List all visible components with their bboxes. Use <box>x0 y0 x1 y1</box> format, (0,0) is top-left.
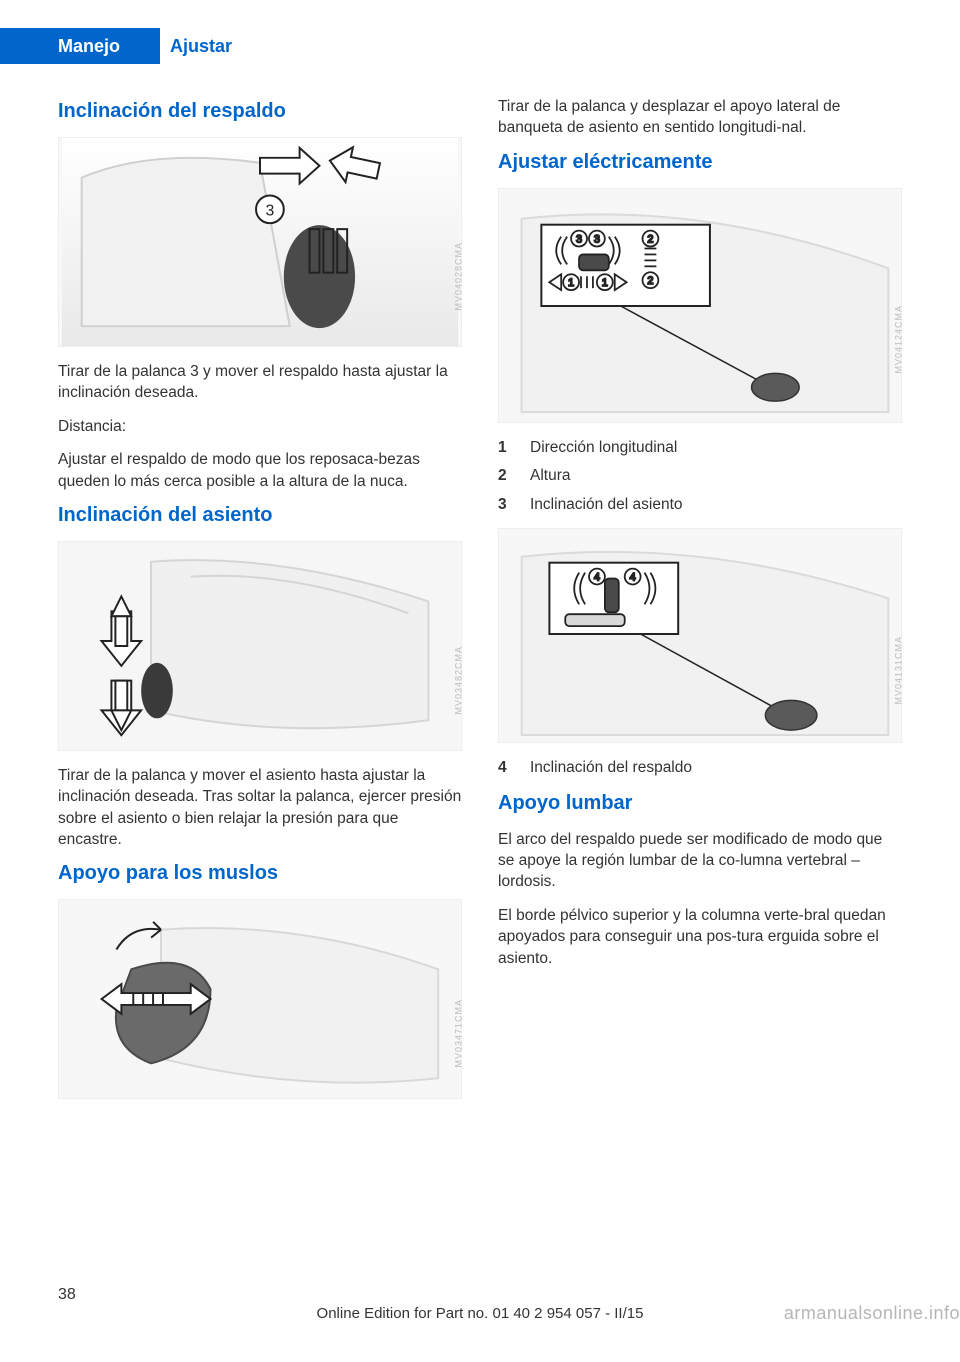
legend-number: 1 <box>498 437 530 459</box>
svg-text:2: 2 <box>647 275 653 287</box>
body-text: Distancia: <box>58 416 462 437</box>
figure-seat-tilt <box>58 541 462 751</box>
body-text: Tirar de la palanca 3 y mover el respald… <box>58 361 462 404</box>
header-subtitle: Ajustar <box>170 28 232 64</box>
legend-text: Dirección longitudinal <box>530 437 677 459</box>
legend-number: 4 <box>498 757 530 779</box>
body-text: Tirar de la palanca y desplazar el apoyo… <box>498 96 902 139</box>
legend-text: Altura <box>530 465 571 487</box>
section-title: Inclinación del respaldo <box>58 100 462 123</box>
figure-backrest-electric: 4 4 <box>498 528 902 743</box>
legend-item: 4 Inclinación del respaldo <box>498 757 902 779</box>
svg-text:1: 1 <box>602 277 608 289</box>
svg-text:3: 3 <box>594 233 600 245</box>
section-title: Ajustar eléctricamente <box>498 151 902 174</box>
legend-number: 2 <box>498 465 530 487</box>
body-text: Tirar de la palanca y mover el asiento h… <box>58 765 462 851</box>
legend-list: 4 Inclinación del respaldo <box>498 757 902 779</box>
section-title: Apoyo lumbar <box>498 792 902 815</box>
svg-text:1: 1 <box>568 277 574 289</box>
legend-number: 3 <box>498 494 530 516</box>
legend-item: 1 Dirección longitudinal <box>498 437 902 459</box>
svg-text:4: 4 <box>630 572 636 584</box>
legend-item: 2 Altura <box>498 465 902 487</box>
body-text: Ajustar el respaldo de modo que los repo… <box>58 449 462 492</box>
left-column: Inclinación del respaldo <box>58 96 462 1272</box>
legend-text: Inclinación del asiento <box>530 494 683 516</box>
svg-text:4: 4 <box>594 572 600 584</box>
figure-backrest-tilt: 3 <box>58 137 462 347</box>
body-text: El borde pélvico superior y la columna v… <box>498 905 902 969</box>
body-text: El arco del respaldo puede ser modificad… <box>498 829 902 893</box>
section-title: Apoyo para los muslos <box>58 862 462 885</box>
svg-text:2: 2 <box>647 233 653 245</box>
figure-thigh-support <box>58 899 462 1099</box>
svg-text:3: 3 <box>265 202 274 219</box>
watermark: armanualsonline.info <box>784 1303 960 1324</box>
right-column: Tirar de la palanca y desplazar el apoyo… <box>498 96 902 1272</box>
page-number: 38 <box>58 1286 76 1304</box>
section-title: Inclinación del asiento <box>58 504 462 527</box>
figure-electric-adjust: 3 3 1 1 2 <box>498 188 902 423</box>
svg-text:3: 3 <box>576 233 582 245</box>
header-tab: Manejo <box>0 28 160 64</box>
legend-item: 3 Inclinación del asiento <box>498 494 902 516</box>
legend-text: Inclinación del respaldo <box>530 757 692 779</box>
legend-list: 1 Dirección longitudinal 2 Altura 3 Incl… <box>498 437 902 516</box>
